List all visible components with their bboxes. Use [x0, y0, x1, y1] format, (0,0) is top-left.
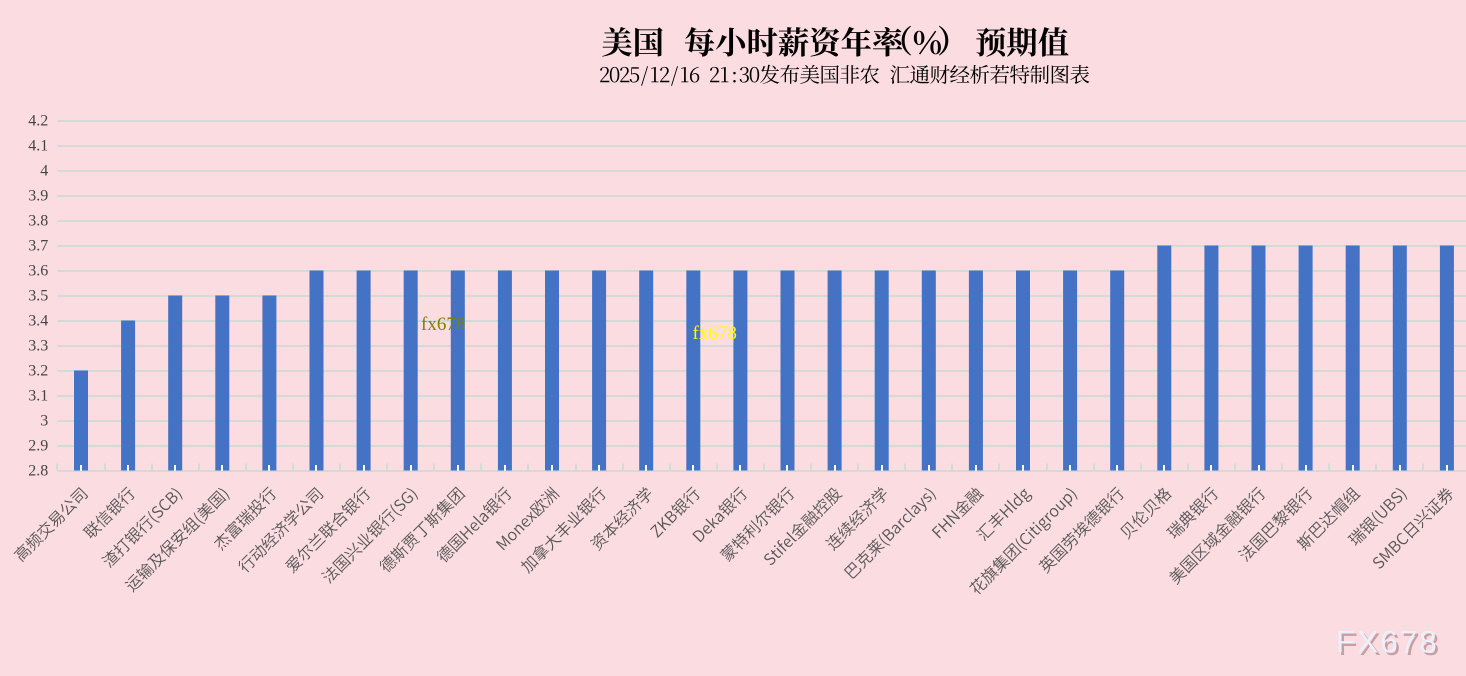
svg-text:fx678: fx678	[693, 323, 737, 344]
svg-text:FX678: FX678	[1339, 626, 1442, 662]
svg-text:3: 3	[40, 413, 48, 430]
svg-text:4.2: 4.2	[28, 113, 48, 130]
svg-text:3.2: 3.2	[28, 363, 48, 380]
svg-text:3.9: 3.9	[28, 188, 48, 205]
svg-text:2.9: 2.9	[28, 438, 48, 455]
svg-text:3.8: 3.8	[28, 213, 48, 230]
svg-text:3.7: 3.7	[28, 238, 48, 255]
svg-text:3.3: 3.3	[28, 338, 48, 355]
svg-text:3.4: 3.4	[28, 313, 48, 330]
svg-text:3.6: 3.6	[28, 263, 48, 280]
svg-text:fx678: fx678	[421, 314, 465, 335]
svg-text:4: 4	[40, 163, 48, 180]
svg-text:3.1: 3.1	[28, 388, 48, 405]
svg-text:3.5: 3.5	[28, 288, 48, 305]
svg-text:4.1: 4.1	[28, 138, 48, 155]
svg-text:FX678: FX678	[1336, 624, 1439, 660]
svg-text:2.8: 2.8	[28, 463, 48, 480]
